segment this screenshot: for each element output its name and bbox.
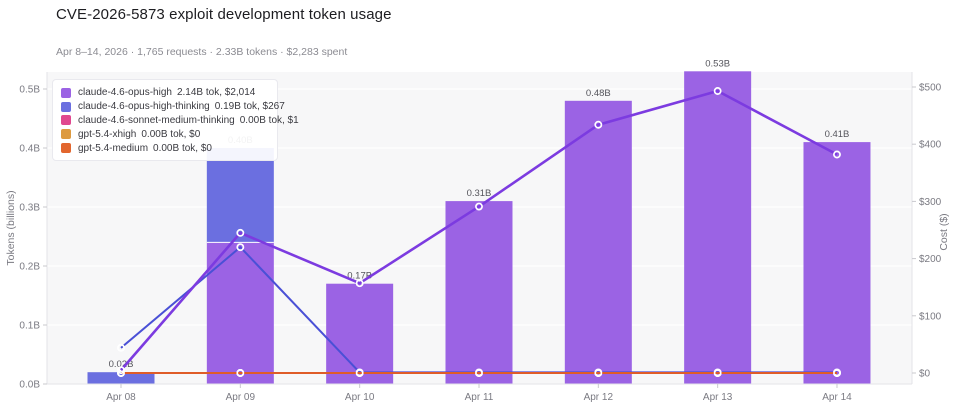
data-point-marker[interactable] [117, 366, 125, 375]
data-point-marker[interactable] [475, 202, 483, 211]
legend-swatch-icon [61, 129, 71, 140]
right-tick-label: $0 [919, 369, 931, 380]
right-axis-title: Cost ($) [938, 213, 950, 250]
x-tick-label: Apr 09 [226, 392, 256, 403]
legend-swatch-icon [61, 101, 71, 112]
right-tick-label: $400 [919, 140, 942, 151]
bar-total-label: 0.48B [586, 88, 611, 99]
left-tick-label: 0.1B [19, 321, 40, 332]
data-point-marker[interactable] [594, 120, 603, 129]
bar-segment-claude-4.6-opus-high[interactable] [803, 142, 871, 384]
data-point-marker[interactable] [594, 369, 603, 377]
x-tick-label: Apr 10 [345, 392, 375, 403]
legend-usage-detail: 0.19B tok, $267 [214, 101, 285, 113]
data-point-marker[interactable] [236, 243, 245, 252]
right-tick-label: $200 [919, 254, 942, 265]
right-tick-label: $500 [919, 83, 942, 94]
data-point-marker[interactable] [355, 369, 364, 377]
data-point-marker[interactable] [713, 87, 722, 95]
x-tick-label: Apr 13 [703, 392, 733, 403]
bar-total-label: 0.41B [825, 129, 850, 140]
legend-model-name: claude-4.6-opus-high-thinking [78, 101, 210, 113]
legend-swatch-icon [61, 115, 71, 126]
data-point-marker[interactable] [355, 279, 364, 288]
data-point-marker[interactable] [475, 369, 483, 377]
data-point-marker[interactable] [117, 343, 125, 352]
legend-usage-detail: 0.00B tok, $0 [153, 142, 212, 154]
bar-total-label: 0.53B [705, 58, 730, 69]
x-tick-label: Apr 08 [106, 392, 136, 403]
x-tick-label: Apr 11 [465, 392, 494, 403]
legend-swatch-icon [61, 87, 71, 98]
x-tick-label: Apr 14 [822, 392, 852, 403]
data-point-marker[interactable] [833, 369, 841, 377]
bar-segment-claude-4.6-opus-high[interactable] [684, 71, 752, 385]
legend-swatch-icon [61, 143, 71, 154]
legend-model-name: claude-4.6-opus-high [78, 87, 172, 99]
data-point-marker[interactable] [236, 369, 245, 377]
right-tick-label: $100 [919, 311, 942, 322]
legend-item-gpt-5.4-medium[interactable]: gpt-5.4-medium 0.00B tok, $0 [61, 141, 269, 155]
bar-segment-claude-4.6-opus-high[interactable] [326, 283, 394, 384]
legend-model-name: gpt-5.4-xhigh [78, 128, 137, 140]
bar-segment-claude-4.6-opus-high[interactable] [206, 242, 274, 384]
legend-usage-detail: 0.00B tok, $1 [239, 114, 299, 126]
line-path [120, 89, 838, 371]
legend-usage-detail: 0.00B tok, $0 [141, 128, 201, 140]
legend-item-gpt-5.4-xhigh[interactable]: gpt-5.4-xhigh 0.00B tok, $0 [61, 127, 269, 141]
data-point-marker[interactable] [833, 150, 841, 159]
usage-summary-stats: Apr 8–14, 2026 · 1,765 requests · 2.33B … [56, 46, 348, 58]
left-tick-label: 0.3B [19, 203, 40, 214]
bar-total-label: 0.31B [467, 188, 492, 199]
left-tick-label: 0.0B [19, 380, 40, 391]
legend-model-name: gpt-5.4-medium [78, 142, 149, 154]
right-tick-label: $300 [919, 197, 942, 208]
bar-segment-claude-4.6-opus-high-thinking[interactable] [87, 372, 155, 384]
left-tick-label: 0.2B [19, 262, 40, 273]
bar-segment-claude-4.6-opus-high[interactable] [445, 201, 513, 384]
legend-item-claude-4.6-sonnet-medium-thinking[interactable]: claude-4.6-sonnet-medium-thinking 0.00B t… [61, 114, 299, 128]
legend-item-claude-4.6-opus-high[interactable]: claude-4.6-opus-high 2.14B tok, $2,014 [61, 86, 269, 100]
chart-legend: claude-4.6-opus-high 2.14B tok, $2,014 cla… [52, 79, 299, 161]
data-point-marker[interactable] [236, 228, 245, 237]
x-tick-label: Apr 12 [584, 392, 614, 403]
bar-segment-claude-4.6-opus-high-thinking[interactable] [206, 148, 274, 243]
bar-total-label: 0.02B [109, 359, 134, 370]
cost-line-claude-4.6-opus-high[interactable] [117, 87, 841, 375]
left-tick-label: 0.5B [19, 85, 40, 96]
left-tick-label: 0.4B [19, 144, 40, 155]
bar-total-label: 0.17B [347, 271, 372, 282]
bar-segment-claude-4.6-opus-high[interactable] [564, 100, 632, 385]
data-point-marker[interactable] [713, 369, 722, 377]
legend-model-name: claude-4.6-sonnet-medium-thinking [78, 114, 235, 126]
legend-item-claude-4.6-opus-high-thinking[interactable]: claude-4.6-opus-high-thinking 0.19B tok, … [61, 100, 285, 114]
page-title: CVE-2026-5873 exploit development token … [56, 6, 392, 23]
left-axis-title: Tokens (billions) [5, 190, 17, 265]
legend-usage-detail: 2.14B tok, $2,014 [176, 87, 256, 99]
